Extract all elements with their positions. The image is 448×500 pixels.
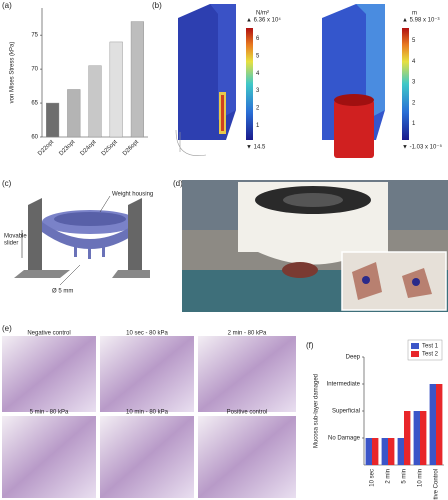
y-axis-label: von Mises Stress (kPa) — [10, 42, 16, 104]
panel-label: (f) — [306, 341, 314, 350]
colorbar-tick: 6 — [256, 36, 260, 42]
bar — [388, 438, 395, 465]
photo — [182, 180, 448, 312]
bar — [381, 438, 388, 465]
colorbar-tick: 2 — [256, 106, 260, 112]
bar — [397, 438, 404, 465]
colorbar-tick: 3 — [412, 80, 416, 86]
panel-label: (e) — [2, 324, 12, 333]
x-tick-label: D23opt — [58, 139, 76, 157]
annotation: Ø 5 mm — [52, 289, 73, 295]
bar — [365, 438, 372, 465]
x-tick-label: D26opt — [122, 139, 140, 157]
colorbar-tick: 4 — [412, 59, 416, 65]
bar — [429, 384, 436, 465]
tile-label: 10 min - 80 kPa — [126, 410, 169, 416]
bar — [404, 411, 411, 465]
legend-label: Test 1 — [422, 344, 439, 350]
y-tick-label: 65 — [31, 101, 38, 107]
y-tick-label: Intermediate — [327, 382, 361, 388]
histology: Negative control 10 sec - 80 kPa 2 min -… — [2, 331, 296, 498]
x-tick-label: 5 min — [402, 469, 408, 484]
bar — [130, 21, 144, 138]
panel-label: (a) — [2, 1, 12, 10]
annotation: Weight housing — [112, 192, 153, 198]
colorbar-tick: 1 — [256, 123, 260, 129]
bar — [109, 41, 123, 138]
colorbar-tick: 4 — [256, 71, 260, 77]
x-tick-label: Positive Control — [434, 469, 440, 500]
x-tick-label: D25opt — [101, 139, 119, 157]
tile-label: Negative control — [27, 331, 70, 337]
legend-swatch — [411, 343, 419, 349]
bar — [372, 438, 379, 465]
y-tick-label: 70 — [31, 67, 38, 73]
colorbar-max: ▲ 6.36 x 10⁴ — [246, 17, 281, 24]
bar — [420, 411, 427, 465]
colorbar-tick: 3 — [256, 88, 260, 94]
colorbar-tick: 5 — [412, 38, 416, 44]
colorbar-min: ▼ 14.5 — [246, 145, 266, 151]
colorbar-min: ▼ -1.03 x 10⁻⁵ — [402, 144, 442, 151]
colorbar-stress: N/m² ▲ 6.36 x 10⁴ ▼ 14.5 — [246, 11, 281, 151]
y-tick-label: No Damage — [328, 436, 361, 442]
bar — [413, 411, 420, 465]
colorbar-unit: m — [412, 11, 417, 17]
tile-label: Positive control — [227, 410, 268, 416]
legend-swatch — [411, 351, 419, 357]
simulation-stress — [175, 4, 236, 157]
tile-label: 10 sec - 80 kPa — [126, 331, 168, 337]
legend-label: Test 2 — [422, 352, 439, 358]
y-tick-label: 75 — [31, 33, 38, 39]
y-axis-label: Mucosa sub-layer damaged — [314, 374, 320, 448]
x-tick-label: 2 min — [386, 469, 392, 484]
y-tick-label: Deep — [346, 355, 361, 361]
colorbar-tick: 1 — [412, 121, 416, 127]
simulation-displacement — [322, 4, 385, 158]
tile-label: 2 min - 80 kPa — [228, 331, 267, 337]
panel-label: (c) — [2, 179, 12, 188]
colorbar-displacement: m ▲ 5.98 x 10⁻³ ▼ -1.03 x 10⁻⁵ — [402, 11, 442, 151]
x-tick-label: 10 min — [418, 469, 424, 487]
colorbar-unit: N/m² — [256, 11, 269, 17]
annotation: Movable — [4, 234, 27, 240]
colorbar-max: ▲ 5.98 x 10⁻³ — [402, 18, 439, 24]
y-tick-label: 60 — [31, 135, 38, 141]
bar — [46, 102, 60, 138]
x-tick-label: D22opt — [37, 139, 55, 157]
y-tick-label: Superficial — [332, 409, 360, 415]
annotation: slider — [4, 241, 18, 247]
tile-label: 5 min - 80 kPa — [30, 410, 69, 416]
bar — [67, 89, 81, 138]
panel-label: (b) — [152, 1, 162, 10]
x-tick-label: 10 sec — [370, 469, 376, 487]
device-drawing: Weight housing Movable slider Ø 5 mm — [4, 192, 153, 295]
colorbar-tick: 2 — [412, 100, 416, 106]
bar — [436, 384, 443, 465]
bar — [88, 65, 102, 138]
panel-label: (d) — [173, 179, 183, 188]
x-tick-label: D24opt — [80, 139, 98, 157]
colorbar-tick: 5 — [256, 54, 260, 60]
